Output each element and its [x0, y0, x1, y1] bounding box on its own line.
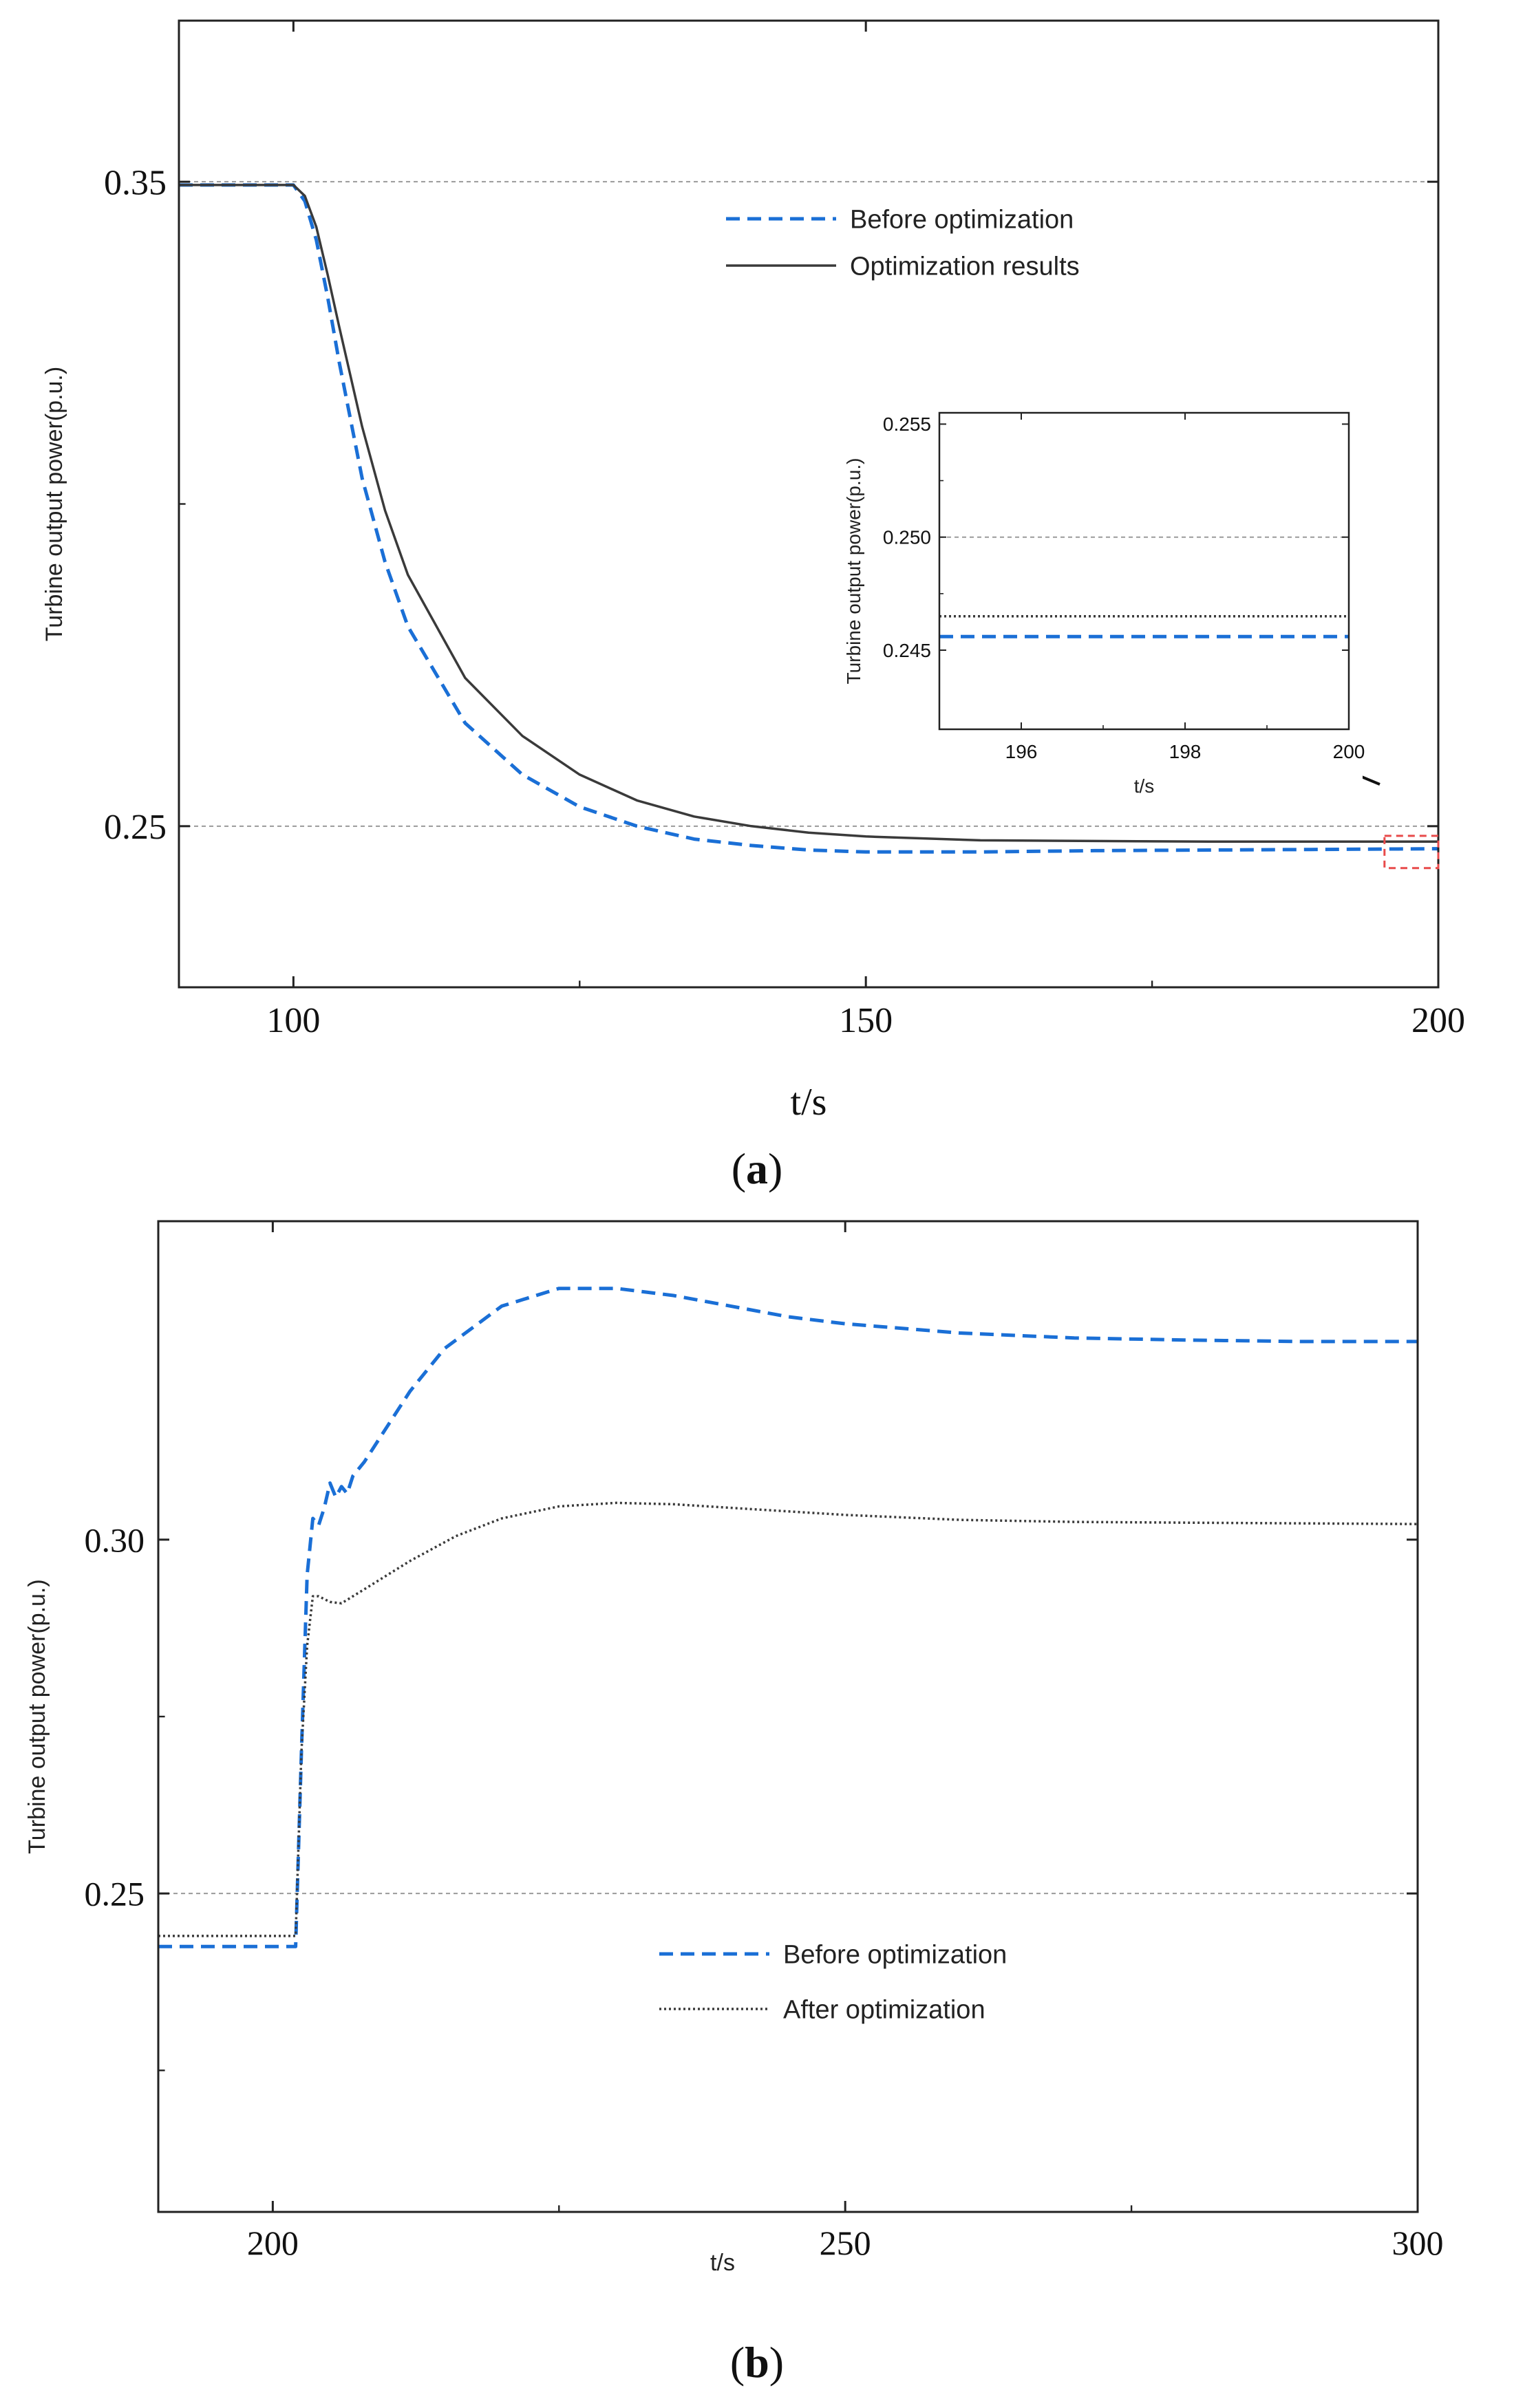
panel-b-caption-close: )	[769, 2338, 784, 2387]
panel-a-caption: (a)	[732, 1144, 783, 1193]
panel-b-axis-ticks: 200 250 300 0.30 0.25	[85, 1221, 1444, 2262]
panel-b-x-tick-label: 200	[247, 2224, 299, 2262]
panel-b-chart: 200 250 300 0.30 0.25 t/s Turbine output pow…	[24, 1220, 1444, 2387]
inset-x-tick-label: 196	[1005, 741, 1038, 762]
panel-b-x-tick-label: 250	[820, 2224, 871, 2262]
inset-y-tick-label: 0.245	[883, 640, 931, 661]
panel-b-y-tick-label: 0.30	[85, 1520, 145, 1559]
panel-a-zoom-highlight-box	[1383, 835, 1440, 870]
panel-b-x-axis-label: t/s	[710, 2250, 735, 2276]
panel-a-series-line-before-optimization	[179, 183, 1439, 854]
panel-b-caption-letter: b	[745, 2338, 769, 2387]
panel-a-x-tick-label: 100	[266, 1001, 320, 1040]
inset-y-tick-label: 0.250	[883, 527, 931, 548]
panel-a-legend-label: Optimization results	[850, 252, 1080, 281]
panel-a-y-tick-label: 0.35	[104, 163, 167, 202]
inset-y-axis-label: Turbine output power(p.u.)	[843, 458, 864, 685]
panel-a-inset-chart: 196 198 200 0.255 0.250 0.245 t/s Turbine out…	[836, 399, 1365, 819]
panel-a-series-line-optimization-results	[179, 184, 1438, 843]
panel-b-legend: Before optimization After optimization	[659, 1940, 1007, 2024]
panel-b-x-tick-label: 300	[1392, 2224, 1444, 2262]
panel-a-caption-open: (	[732, 1144, 746, 1193]
panel-b-y-axis-label: Turbine output power(p.u.)	[24, 1579, 50, 1853]
panel-b-plot-frame	[157, 1220, 1419, 2213]
panel-a-legend-label: Before optimization	[850, 205, 1074, 234]
panel-b-series-line-before-optimization	[158, 1287, 1418, 1948]
panel-b-series-line-after-optimization	[158, 1501, 1418, 1937]
panel-b-caption: (b)	[730, 2338, 784, 2387]
inset-x-axis-label: t/s	[1134, 775, 1155, 797]
inset-axis-ticks: 196 198 200 0.255 0.250 0.245	[883, 413, 1365, 762]
panel-b-legend-label: After optimization	[783, 1995, 985, 2024]
panel-a-x-tick-label: 150	[839, 1001, 893, 1040]
panel-a-caption-letter: a	[746, 1144, 768, 1193]
panel-b-caption-open: (	[730, 2338, 745, 2387]
panel-b-y-tick-label: 0.25	[85, 1875, 145, 1913]
inset-y-tick-label: 0.255	[883, 413, 931, 435]
panel-a-legend: Before optimization Optimization results	[726, 205, 1080, 281]
inset-x-tick-label: 198	[1169, 741, 1202, 762]
panel-a-x-tick-label: 200	[1411, 1001, 1465, 1040]
panel-a-chart: 100 150 200 0.35 0.25 t/s Turbine output pow…	[41, 19, 1465, 1193]
panel-a-gridlines	[179, 181, 1438, 827]
panel-a-y-axis-label: Turbine output power(p.u.)	[41, 367, 67, 641]
inset-x-tick-label: 200	[1333, 741, 1365, 762]
panel-a-series	[179, 183, 1439, 854]
panel-a-x-axis-label: t/s	[791, 1081, 827, 1124]
panel-b-legend-label: Before optimization	[783, 1940, 1007, 1969]
panel-a-caption-close: )	[768, 1144, 782, 1193]
inset-series	[939, 614, 1349, 638]
panel-b-series	[158, 1287, 1418, 1948]
panel-a-y-tick-label: 0.25	[104, 808, 167, 847]
panel-a-axis-ticks: 100 150 200 0.35 0.25	[104, 21, 1465, 1040]
inset-plot-frame	[938, 411, 1350, 731]
